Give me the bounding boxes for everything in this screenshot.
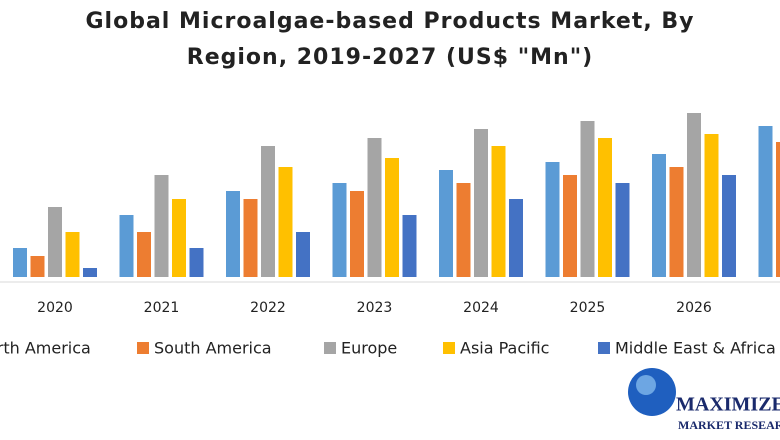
bar (13, 248, 27, 277)
bar (332, 183, 347, 277)
bar (491, 146, 506, 277)
legend-label: South America (154, 339, 272, 358)
legend-swatch (324, 342, 336, 354)
bar (669, 167, 684, 277)
legend-label: North America (0, 339, 91, 358)
bar (652, 154, 666, 277)
bar (350, 191, 364, 277)
bar (439, 170, 453, 277)
bar (580, 121, 595, 277)
legend-swatch (443, 342, 455, 354)
legend-swatch (598, 342, 610, 354)
legend-label: Middle East & Africa (615, 339, 776, 358)
bar (48, 207, 62, 277)
bar (261, 146, 275, 277)
bar (704, 134, 719, 277)
bar (563, 175, 577, 277)
legend-label: Europe (341, 339, 397, 358)
x-tick-label: 2023 (357, 300, 393, 316)
x-tick-label: 2021 (144, 300, 180, 316)
bar (137, 232, 151, 277)
bar (154, 175, 169, 277)
bar (722, 175, 736, 277)
chart-title: Region, 2019-2027 (US$ "Mn") (187, 45, 593, 70)
legend-swatch (137, 342, 149, 354)
bar (189, 248, 204, 277)
x-tick-label: 2024 (463, 300, 499, 316)
bar (687, 113, 701, 277)
bar (776, 142, 780, 277)
legend-label: Asia Pacific (460, 339, 549, 358)
bar (226, 191, 240, 277)
bar (119, 215, 134, 277)
bar (545, 162, 560, 277)
bar (385, 158, 399, 277)
bar (474, 129, 488, 277)
bar (615, 183, 630, 277)
logo-text: MARKET RESEARCH (678, 418, 780, 432)
bar (456, 183, 471, 277)
bar (758, 126, 773, 277)
bar (83, 268, 97, 277)
chart-title: Global Microalgae-based Products Market,… (86, 9, 695, 34)
bar (243, 199, 258, 277)
bar (402, 215, 417, 277)
bar (509, 199, 523, 277)
bar (367, 138, 382, 277)
x-tick-label: 2026 (676, 300, 712, 316)
bar (65, 232, 80, 277)
logo: MAXIMIZE MARKET RESEARCH (628, 368, 780, 432)
bar (598, 138, 612, 277)
logo-globe-highlight (636, 375, 656, 395)
logo-text: MAXIMIZE (676, 394, 780, 416)
bar (30, 256, 45, 277)
x-tick-label: 2020 (37, 300, 73, 316)
bar (278, 167, 293, 277)
x-tick-label: 2022 (250, 300, 286, 316)
x-tick-label: 2025 (570, 300, 606, 316)
bar (172, 199, 186, 277)
bar (296, 232, 310, 277)
